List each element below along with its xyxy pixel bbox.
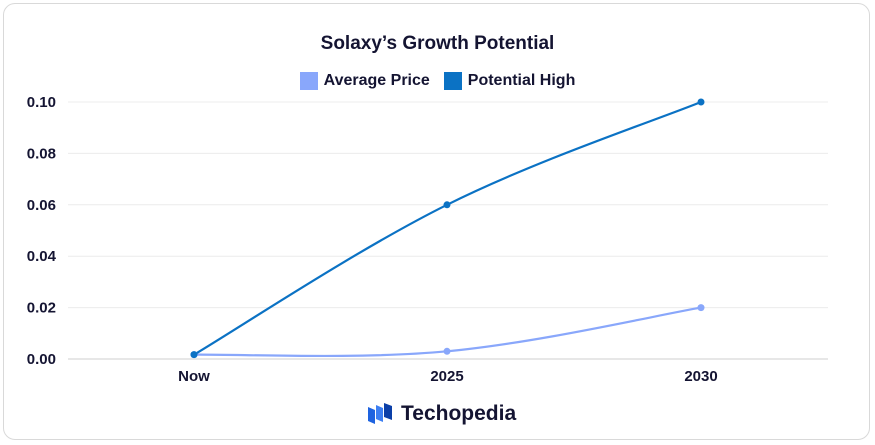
point-average-price-2030 xyxy=(697,304,705,312)
y-tick-label: 0.10 xyxy=(27,94,56,111)
legend-swatch-average-price xyxy=(299,72,318,90)
y-tick-label: 0.06 xyxy=(27,197,56,214)
legend-swatch-potential-high xyxy=(443,72,462,90)
point-potential-high-2030 xyxy=(697,98,705,106)
chart-legend: Average Price Potential High xyxy=(0,72,875,90)
legend-label-potential-high: Potential High xyxy=(467,72,576,89)
legend-label-average-price: Average Price xyxy=(323,72,430,89)
point-potential-high-2025 xyxy=(443,201,451,209)
y-tick-label: 0.02 xyxy=(27,300,56,317)
techopedia-logo-icon xyxy=(368,403,392,424)
x-tick-label: 2025 xyxy=(430,368,463,385)
point-potential-high-now xyxy=(190,351,198,359)
chart-title: Solaxy’s Growth Potential xyxy=(320,33,555,54)
x-tick-labels: Now 2025 2030 xyxy=(178,368,718,385)
legend-item-average-price: Average Price xyxy=(299,72,430,90)
y-tick-labels: 0.00 0.02 0.04 0.06 0.08 0.10 xyxy=(27,94,57,368)
grid-lines xyxy=(68,101,828,360)
series-lines xyxy=(192,100,703,358)
chart-card xyxy=(3,3,870,440)
y-tick-label: 0.04 xyxy=(27,248,57,265)
point-average-price-2025 xyxy=(443,347,451,355)
y-tick-label: 0.08 xyxy=(27,145,56,162)
x-tick-label: 2030 xyxy=(684,368,717,385)
brand-name: Techopedia xyxy=(401,402,517,425)
y-tick-label: 0.00 xyxy=(27,351,56,368)
x-tick-label: Now xyxy=(178,368,210,385)
series-line-potential-high xyxy=(192,100,703,356)
series-points xyxy=(190,98,705,359)
legend-item-potential-high: Potential High xyxy=(443,72,576,90)
brand-logo: Techopedia xyxy=(367,402,516,426)
